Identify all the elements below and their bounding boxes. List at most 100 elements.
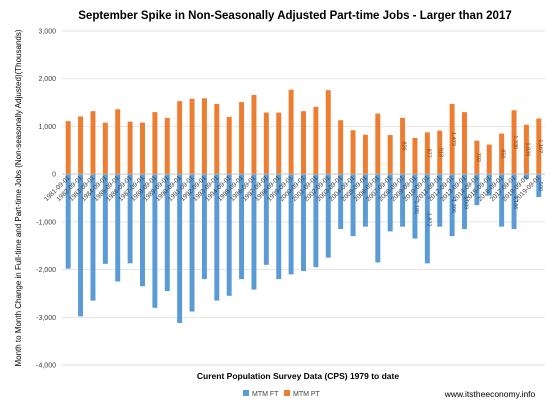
bar-pt <box>536 118 542 175</box>
data-label: 826 <box>401 141 407 150</box>
bar-pt <box>164 117 170 175</box>
bar-ft <box>164 174 170 292</box>
bar-ft <box>462 174 467 230</box>
bar-pt <box>127 121 133 175</box>
data-label: -1,185 <box>413 199 419 215</box>
bar-pt <box>263 112 269 175</box>
bar-ft <box>78 174 84 317</box>
y-tick-label: -3,000 <box>36 315 56 322</box>
bar-ft <box>536 174 542 198</box>
y-tick-label: 0 <box>52 172 56 179</box>
bar-pt <box>313 106 319 175</box>
bar-ft <box>350 174 356 237</box>
bar-ft <box>102 174 108 264</box>
bar-pt <box>226 116 232 175</box>
bar-pt <box>201 98 207 175</box>
data-label: 1,338 <box>512 135 518 149</box>
bar-ft <box>424 174 430 264</box>
bar-ft <box>412 174 418 239</box>
bar-pt <box>338 120 344 175</box>
y-axis-label: Month to Month Change in Full-time and P… <box>14 29 23 366</box>
chart-title: September Spike in Non-Seasonally Adjust… <box>78 10 512 22</box>
bar-pt <box>325 90 331 175</box>
data-label: -1,009 <box>463 194 469 210</box>
bar-pt <box>499 133 505 175</box>
bar-pt <box>102 122 108 175</box>
bar-pt <box>115 109 121 175</box>
bar-ft <box>288 174 294 275</box>
data-label: 702 <box>475 153 481 162</box>
bars <box>65 89 542 324</box>
data-label: 1,472 <box>450 132 456 146</box>
bar-ft <box>214 174 220 301</box>
data-label: -1,186 <box>512 194 518 210</box>
bar-pt <box>350 130 356 175</box>
bar-ft <box>511 174 517 230</box>
y-tick-label: 2,000 <box>38 76 56 83</box>
y-tick-label: -2,000 <box>36 267 56 274</box>
bar-ft <box>338 174 344 230</box>
bar-ft <box>127 174 133 264</box>
x-axis-label: Curent Population Survey Data (CPS) 1979… <box>197 371 399 381</box>
y-tick-label: 1,000 <box>38 124 56 131</box>
bar-pt <box>474 140 480 175</box>
bar-ft <box>239 174 245 280</box>
data-label: -500 <box>537 180 543 191</box>
bar-ft <box>486 174 492 196</box>
bar-pt <box>78 116 84 175</box>
bar-ft <box>189 174 195 312</box>
bar-ft <box>437 174 443 227</box>
bar-pt <box>65 121 71 175</box>
bar-pt <box>523 124 529 175</box>
bar-pt <box>152 112 158 175</box>
bar-pt <box>486 144 492 175</box>
bar-pt <box>90 111 96 175</box>
bar-ft <box>263 174 269 265</box>
bar-ft <box>375 174 381 263</box>
legend-ft-label: MTM FT <box>252 391 279 398</box>
bar-ft <box>499 174 505 227</box>
legend-pt-label: MTM PT <box>293 391 321 398</box>
bar-pt <box>511 110 517 175</box>
bar-pt <box>437 130 443 175</box>
bar-ft <box>474 174 480 206</box>
data-label: 1,167 <box>537 139 543 153</box>
bar-pt <box>214 104 220 175</box>
data-label: -1,306 <box>450 197 456 213</box>
bar-pt <box>375 113 381 175</box>
bar-ft <box>65 174 71 269</box>
bar-ft <box>152 174 158 308</box>
y-tick-label: 3,000 <box>38 29 56 36</box>
bar-ft <box>301 174 306 272</box>
bar-ft <box>523 174 529 179</box>
bar-pt <box>462 112 467 175</box>
bar-ft <box>325 174 331 258</box>
data-label: 850 <box>500 149 506 158</box>
bar-ft <box>115 174 121 282</box>
bar-pt <box>276 112 282 175</box>
legend-ft-swatch <box>243 390 249 396</box>
bar-pt <box>239 102 245 175</box>
bar-ft <box>201 174 207 280</box>
legend: MTM FT MTM PT <box>243 390 321 398</box>
bar-pt <box>362 134 368 175</box>
y-tick-label: -4,000 <box>36 363 56 370</box>
bar-pt <box>140 122 145 175</box>
bar-ft <box>90 174 96 301</box>
bar-ft <box>362 174 368 227</box>
bar-pt <box>449 103 455 175</box>
bar-pt <box>400 117 406 175</box>
bar-ft <box>400 174 406 227</box>
data-label: 877 <box>425 149 431 158</box>
data-label: 1,036 <box>524 143 530 157</box>
bar-ft <box>449 174 455 237</box>
bar-ft <box>251 174 257 290</box>
bar-pt <box>387 135 393 175</box>
bar-ft <box>276 174 282 280</box>
data-label: -1,872 <box>425 211 431 227</box>
bar-ft <box>177 174 183 324</box>
legend-pt-swatch <box>284 390 290 396</box>
site-credit: www.itstheeconomy.info <box>444 389 536 399</box>
